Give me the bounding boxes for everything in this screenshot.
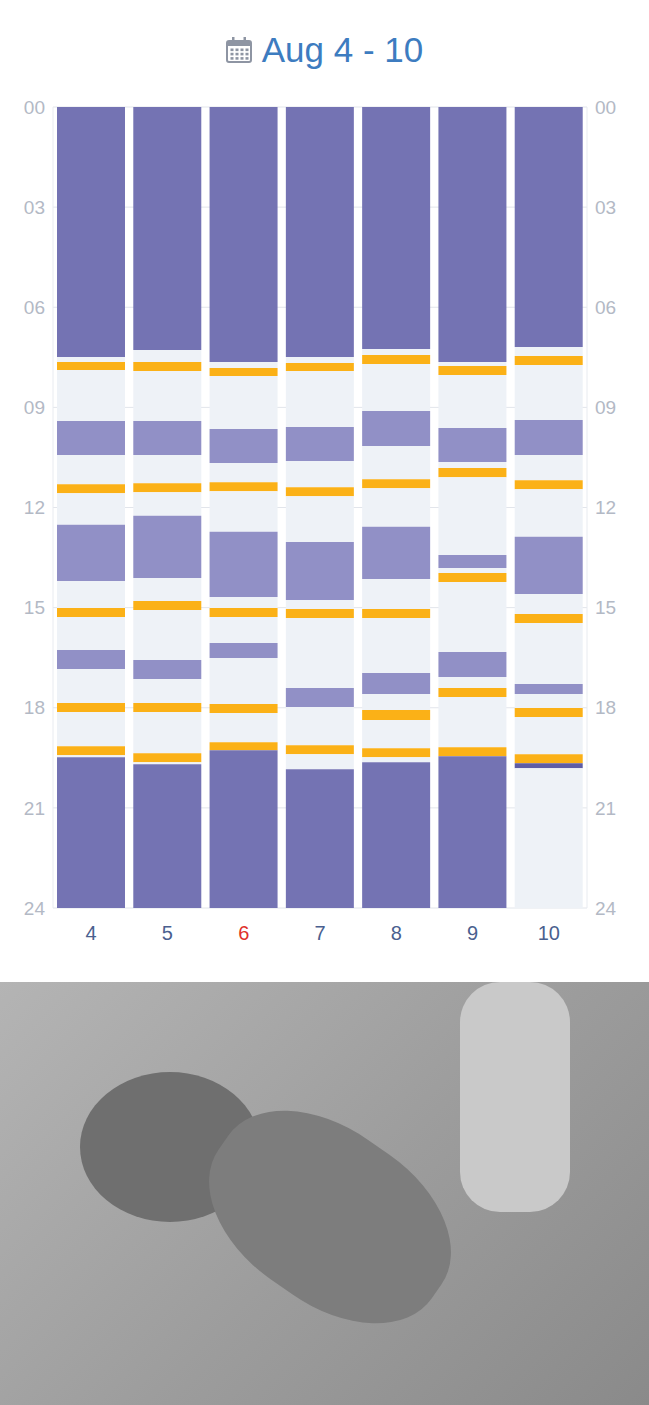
svg-text:9: 9 [467,922,478,944]
svg-text:7: 7 [314,922,325,944]
svg-text:8: 8 [391,922,402,944]
svg-text:15: 15 [595,597,616,618]
svg-text:18: 18 [595,697,616,718]
svg-text:5: 5 [162,922,173,944]
svg-text:03: 03 [595,197,616,218]
html-text:Aug 4 - 10: Aug 4 - 10 [261,30,424,69]
svg-text:10: 10 [538,922,560,944]
svg-text:24: 24 [595,898,617,919]
svg-text:03: 03 [24,197,45,218]
svg-text:21: 21 [24,798,45,819]
svg-text:09: 09 [24,397,45,418]
svg-text:00: 00 [595,97,616,118]
svg-text:09: 09 [595,397,616,418]
svg-text:6: 6 [238,922,249,944]
svg-text:12: 12 [24,497,45,518]
svg-text:06: 06 [595,297,616,318]
svg-text:15: 15 [24,597,45,618]
svg-text:06: 06 [24,297,45,318]
svg-text:24: 24 [24,898,46,919]
svg-text:21: 21 [595,798,616,819]
svg-text:18: 18 [24,697,45,718]
svg-text:12: 12 [595,497,616,518]
svg-text:00: 00 [24,97,45,118]
svg-text:4: 4 [86,922,97,944]
